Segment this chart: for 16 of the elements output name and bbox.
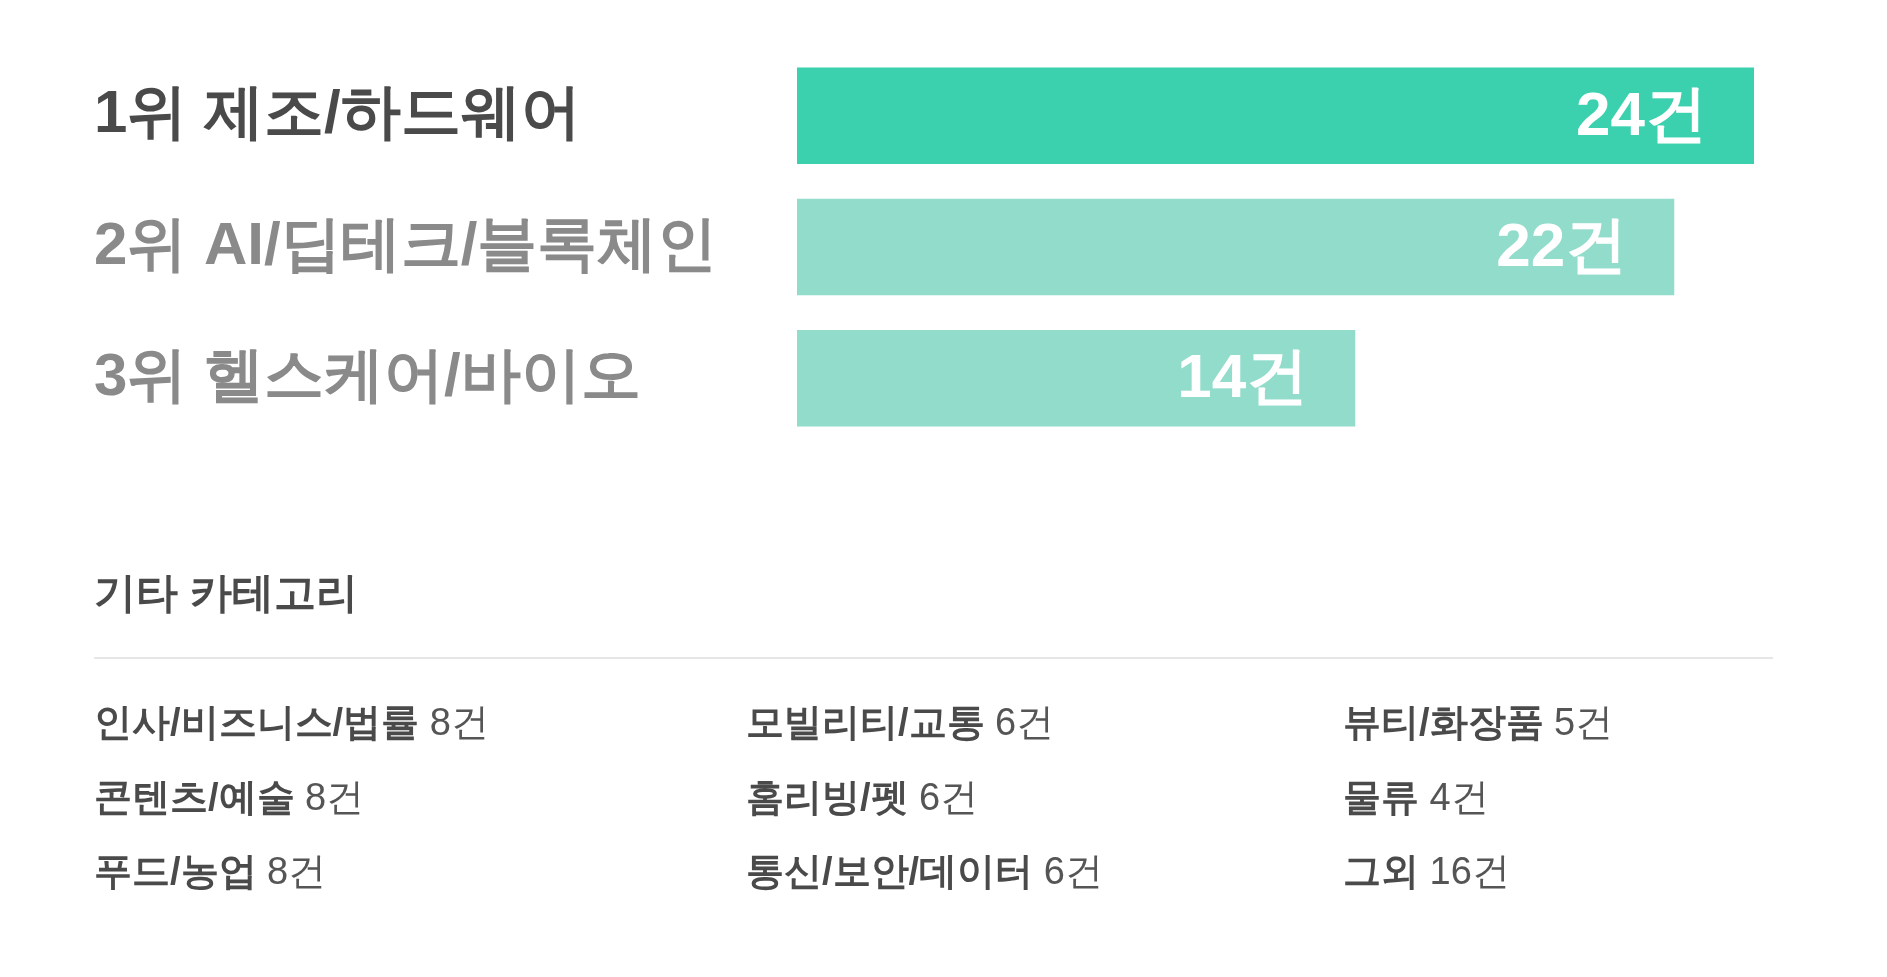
text: 그외 16건 xyxy=(1343,850,1510,892)
text: 뷰티/화장품 5건 xyxy=(1343,701,1614,743)
text: 홈리빙/펫 6건 xyxy=(746,775,979,818)
data-label: 14건 xyxy=(1177,341,1309,411)
text: 통신/보안/데이터 6건 xyxy=(746,850,1103,892)
text: 푸드/농업 8건 xyxy=(94,850,327,892)
y-tick-label: 1위 제조/하드웨어 xyxy=(94,78,581,146)
y-tick-label: 3위 헬스케어/바이오 xyxy=(94,340,641,408)
text: 콘텐츠/예술 8건 xyxy=(94,775,365,818)
data-label: 22건 xyxy=(1496,210,1628,280)
text: 인사/비즈니스/법률 8건 xyxy=(94,701,489,743)
text: 모빌리티/교통 6건 xyxy=(746,701,1055,743)
data-label: 24건 xyxy=(1576,78,1707,148)
y-tick-label: 2위 AI/딥테크/블록체인 xyxy=(94,209,718,277)
text: 물류 4건 xyxy=(1343,775,1489,818)
text: 기타 카테고리 xyxy=(94,568,359,618)
